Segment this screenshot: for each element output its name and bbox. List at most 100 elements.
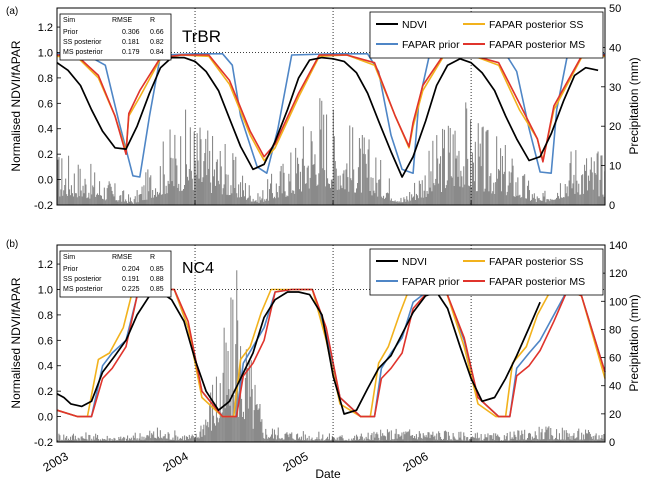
panel-b-precip-bar-6 bbox=[63, 434, 65, 442]
panel-a-precip-bar-57 bbox=[112, 194, 114, 205]
panel-a-precip-bar-415 bbox=[458, 150, 460, 205]
panel-a-table-h0: Sim bbox=[63, 17, 75, 24]
panel-a-precip-bar-506 bbox=[546, 199, 548, 205]
panel-a-precip-bar-337 bbox=[383, 195, 385, 205]
panel-b-precip-bar-252 bbox=[300, 436, 302, 442]
panel-a-precip-bar-159 bbox=[211, 193, 213, 205]
panel-b-precip-bar-15 bbox=[71, 435, 73, 442]
panel-b-precip-bar-228 bbox=[277, 427, 279, 442]
panel-b-precip-bar-326 bbox=[372, 440, 374, 442]
panel-a-precip-bar-395 bbox=[439, 163, 441, 205]
panel-a-precip-bar-139 bbox=[191, 178, 193, 205]
panel-a-precip-bar-291 bbox=[338, 189, 340, 205]
panel-b-precip-bar-351 bbox=[396, 438, 398, 442]
panel-b-precip-bar-384 bbox=[428, 432, 430, 442]
panel-a-precip-bar-439 bbox=[481, 127, 483, 205]
panel-b-precip-bar-138 bbox=[190, 436, 192, 442]
panel-b-site-label: NC4 bbox=[182, 260, 214, 277]
panel-b-precip-bar-98 bbox=[152, 434, 154, 442]
panel-a-precip-bar-179 bbox=[230, 185, 232, 205]
panel-b-precip-bar-297 bbox=[344, 440, 346, 442]
panel-b-precip-bar-257 bbox=[305, 439, 307, 442]
panel-b-ytick-left-1: 0.0 bbox=[38, 412, 53, 424]
panel-a-precip-bar-480 bbox=[521, 197, 523, 205]
panel-b-precip-bar-451 bbox=[493, 433, 495, 442]
panel-b-precip-bar-18 bbox=[74, 435, 76, 442]
panel-a-precip-bar-88 bbox=[142, 200, 144, 205]
panel-b-precip-bar-127 bbox=[180, 437, 182, 442]
panel-a-precip-bar-420 bbox=[463, 166, 465, 205]
panel-a-precip-bar-399 bbox=[442, 148, 444, 205]
panel-b-precip-bar-353 bbox=[398, 434, 400, 442]
panel-a-precip-bar-73 bbox=[128, 194, 130, 205]
panel-a-legend-ndvi: NDVI bbox=[402, 19, 427, 31]
panel-a-precip-bar-281 bbox=[328, 184, 330, 205]
panel-a-precip-bar-385 bbox=[429, 187, 431, 205]
panel-a-precip-bar-240 bbox=[289, 181, 291, 205]
panel-b-precip-bar-65 bbox=[120, 436, 122, 442]
panel-b-precip-bar-536 bbox=[575, 438, 577, 442]
panel-a-precip-bar-475 bbox=[516, 195, 518, 205]
panel-a-precip-bar-513 bbox=[553, 199, 555, 205]
panel-a-precip-bar-326 bbox=[372, 177, 374, 205]
panel-b-precip-bar-139 bbox=[191, 434, 193, 442]
panel-a-precip-bar-3 bbox=[60, 189, 62, 205]
panel-a-table-r1c1: 0.181 bbox=[122, 39, 140, 46]
panel-b-precip-bar-33 bbox=[89, 435, 91, 442]
panel-b-precip-bar-143 bbox=[195, 433, 197, 442]
panel-b-precip-bar-476 bbox=[517, 430, 519, 442]
panel-a-precip-bar-481 bbox=[522, 175, 524, 205]
panel-b-precip-bar-152 bbox=[204, 435, 206, 442]
panel-b-precip-bar-9 bbox=[66, 436, 68, 442]
panel-b-precip-bar-563 bbox=[601, 435, 603, 442]
panel-b-precip-bar-308 bbox=[355, 440, 357, 442]
panel-a-precip-bar-102 bbox=[156, 196, 158, 205]
panel-a-precip-bar-28 bbox=[84, 178, 86, 205]
panel-b-precip-bar-243 bbox=[292, 438, 294, 442]
panel-a-precip-bar-98 bbox=[152, 190, 154, 205]
panel-b-ytick-right-0: 0 bbox=[609, 437, 615, 449]
panel-a-precip-bar-201 bbox=[251, 201, 253, 205]
panel-a-precip-bar-386 bbox=[430, 171, 432, 205]
panel-b-precip-bar-357 bbox=[402, 439, 404, 442]
panel-a-ytick-right-4: 40 bbox=[609, 42, 621, 54]
panel-a-precip-bar-62 bbox=[117, 201, 119, 205]
panel-a-precip-bar-161 bbox=[213, 176, 215, 205]
panel-a-precip-bar-419 bbox=[462, 187, 464, 205]
panel-b-precip-bar-410 bbox=[453, 436, 455, 442]
panel-b-precip-bar-382 bbox=[426, 437, 428, 442]
panel-b-precip-bar-315 bbox=[361, 436, 363, 442]
panel-a-precip-bar-113 bbox=[166, 193, 168, 205]
panel-a-precip-bar-525 bbox=[564, 184, 566, 205]
panel-a-ytick-left-4: 0.6 bbox=[38, 98, 53, 110]
panel-b-precip-bar-199 bbox=[249, 396, 251, 442]
panel-a-precip-bar-455 bbox=[497, 178, 499, 205]
panel-b-precip-bar-172 bbox=[223, 327, 225, 442]
panel-a-precip-bar-437 bbox=[479, 143, 481, 205]
panel-a-precip-bar-219 bbox=[269, 189, 271, 205]
panel-b-precip-bar-117 bbox=[170, 439, 172, 442]
panel-b-precip-bar-236 bbox=[285, 433, 287, 442]
panel-b-precip-bar-111 bbox=[164, 434, 166, 442]
panel-a-precip-bar-51 bbox=[106, 188, 108, 205]
panel-a-precip-bar-463 bbox=[504, 145, 506, 205]
panel-a-precip-bar-516 bbox=[556, 197, 558, 205]
panel-b-precip-bar-8 bbox=[65, 437, 67, 442]
panel-a-precip-bar-171 bbox=[222, 188, 224, 205]
panel-b-precip-bar-462 bbox=[503, 435, 505, 442]
panel-b-label: (b) bbox=[6, 239, 18, 250]
panel-b-precip-bar-525 bbox=[564, 439, 566, 442]
panel-a-precip-bar-170 bbox=[221, 194, 223, 205]
panel-b-precip-bar-113 bbox=[166, 438, 168, 442]
panel-a-precip-bar-320 bbox=[366, 177, 368, 205]
panel-b-precip-bar-258 bbox=[306, 437, 308, 442]
panel-b-precip-bar-261 bbox=[309, 440, 311, 442]
panel-b-precip-bar-530 bbox=[569, 439, 571, 442]
panel-a-precip-bar-335 bbox=[381, 196, 383, 205]
panel-b-precip-bar-554 bbox=[592, 436, 594, 442]
panel-a-precip-bar-309 bbox=[356, 188, 358, 205]
panel-b-series-ndvi bbox=[56, 291, 541, 415]
panel-b-precip-bar-193 bbox=[243, 419, 245, 442]
panel-b-ytick-left-2: 0.2 bbox=[38, 386, 53, 398]
panel-b-precip-bar-273 bbox=[321, 438, 323, 442]
